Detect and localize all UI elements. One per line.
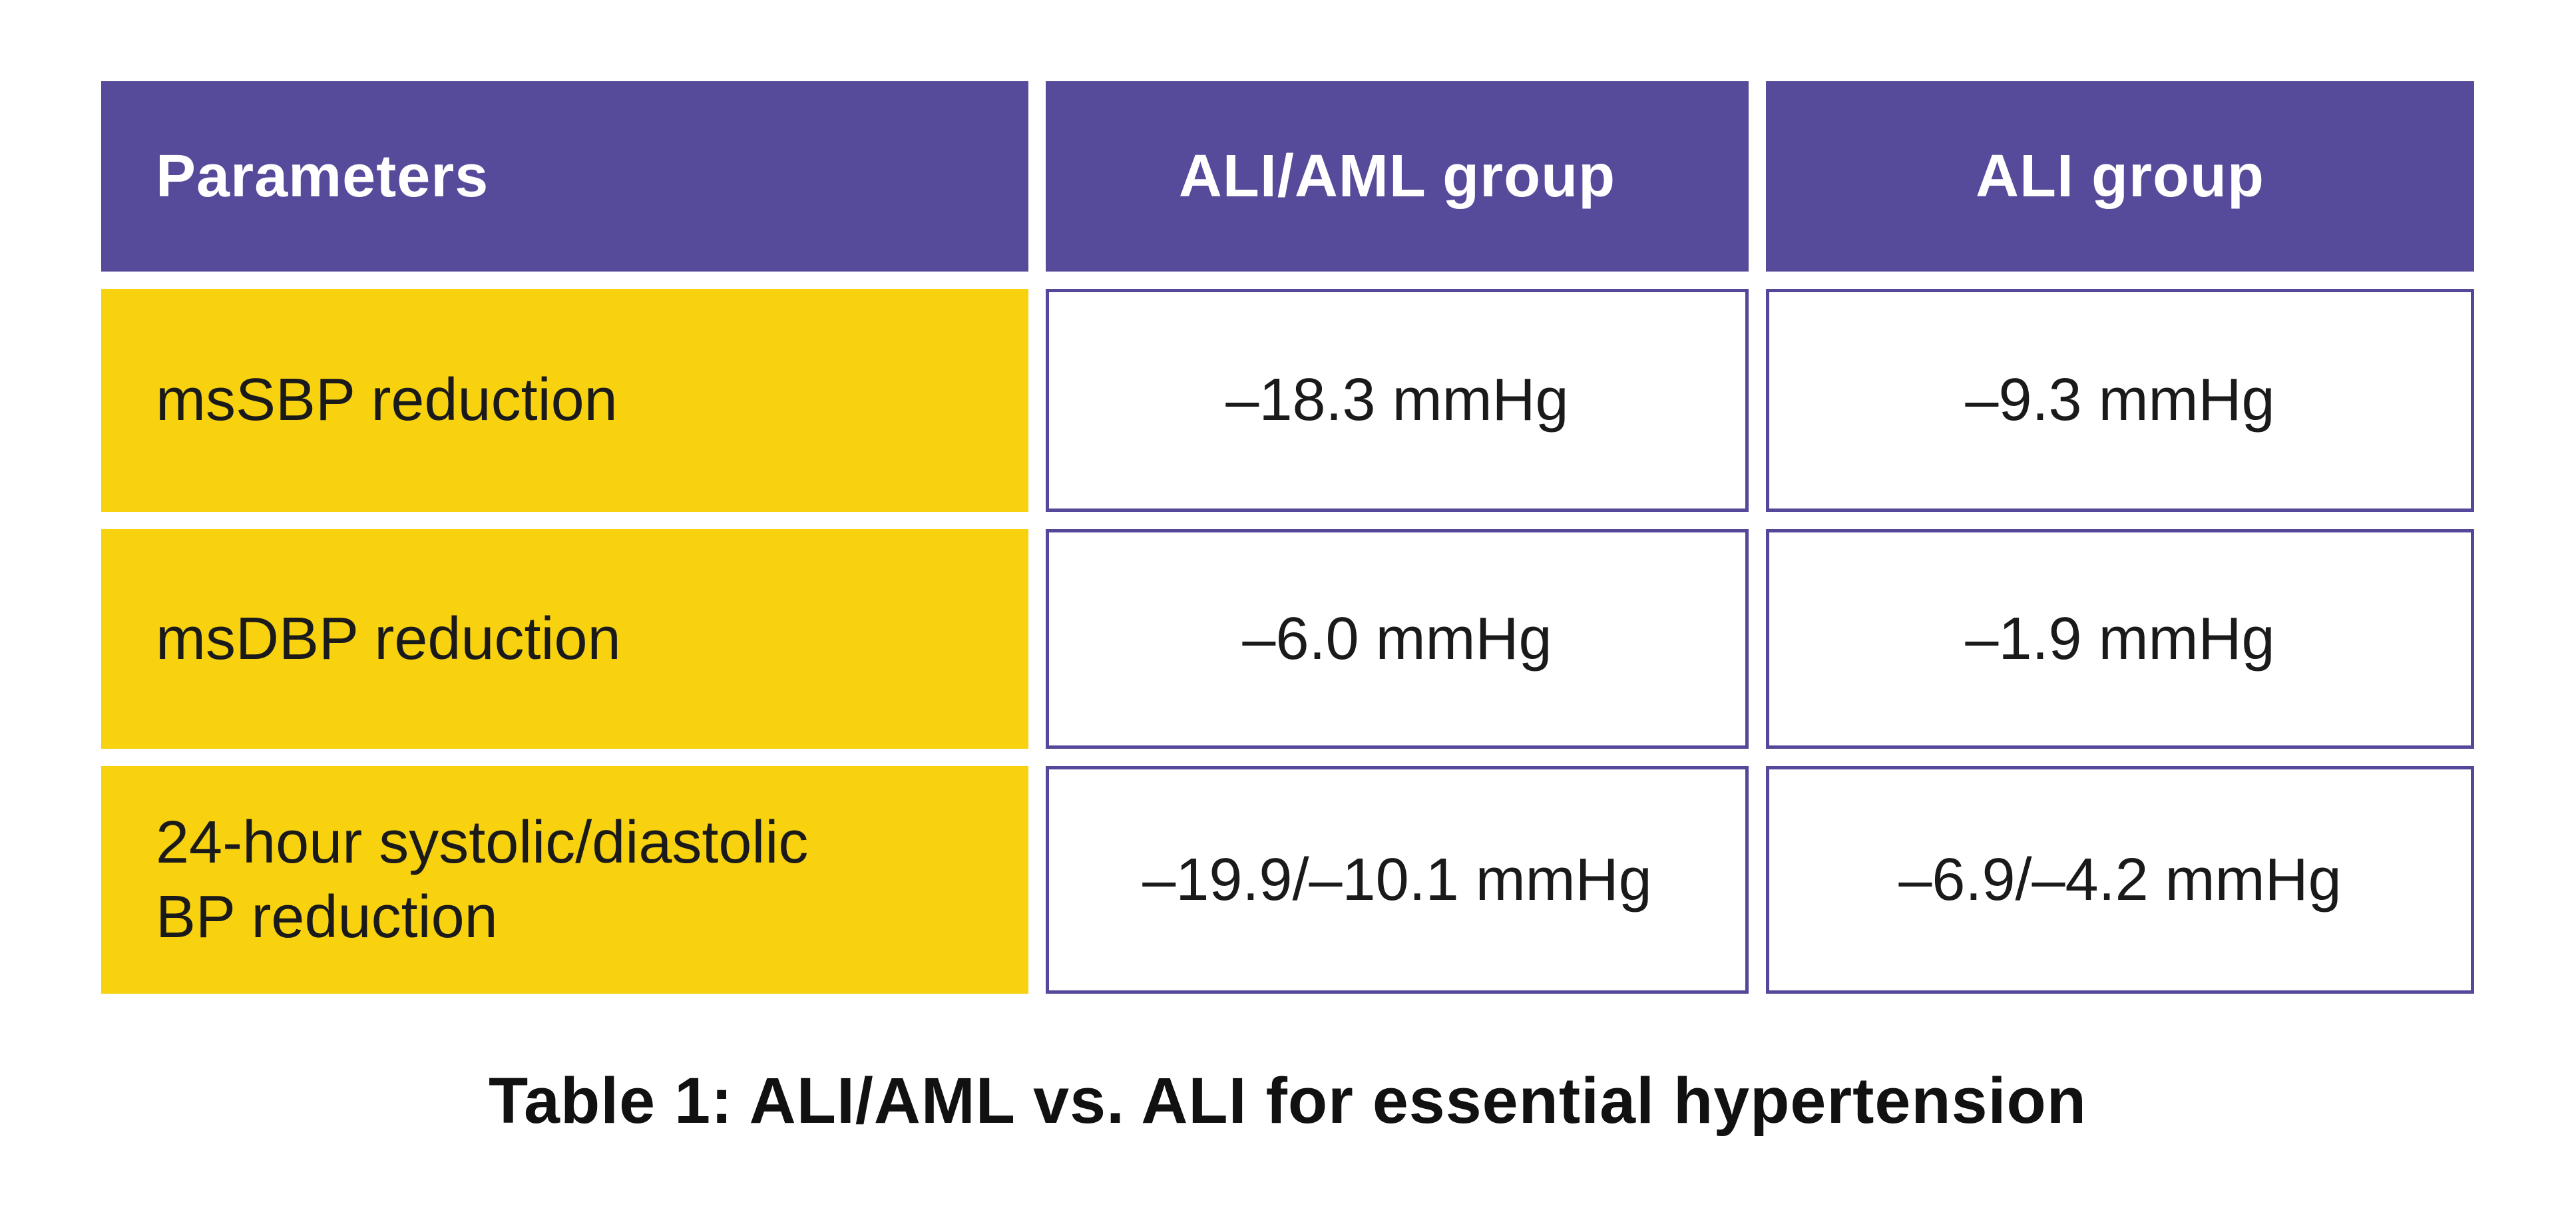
header-cell-ali-aml-group: ALI/AML group — [1046, 81, 1749, 272]
comparison-table: Parameters ALI/AML group ALI group msSBP… — [101, 81, 2474, 994]
value-cell-mssbp-ali-aml: –18.3 mmHg — [1046, 289, 1749, 512]
header-cell-parameters: Parameters — [101, 81, 1028, 272]
parameter-cell-mssbp-reduction: msSBP reduction — [101, 289, 1028, 512]
value-cell-mssbp-ali: –9.3 mmHg — [1766, 289, 2474, 512]
value-cell-24h-ali-aml: –19.9/–10.1 mmHg — [1046, 766, 1749, 994]
parameter-cell-24h-bp-reduction: 24-hour systolic/diastolic BP reduction — [101, 766, 1028, 994]
value-cell-msdbp-ali: –1.9 mmHg — [1766, 529, 2474, 749]
value-cell-msdbp-ali-aml: –6.0 mmHg — [1046, 529, 1749, 749]
value-cell-24h-ali: –6.9/–4.2 mmHg — [1766, 766, 2474, 994]
table-caption: Table 1: ALI/AML vs. ALI for essential h… — [488, 1064, 2087, 1137]
parameter-cell-msdbp-reduction: msDBP reduction — [101, 529, 1028, 749]
header-cell-ali-group: ALI group — [1766, 81, 2474, 272]
